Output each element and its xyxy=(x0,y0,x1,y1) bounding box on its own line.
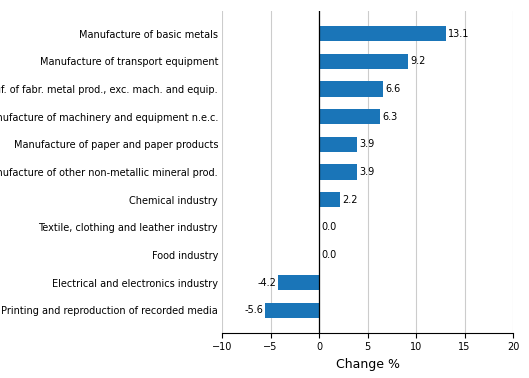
Bar xyxy=(319,81,383,96)
Text: 0.0: 0.0 xyxy=(321,222,336,232)
Bar xyxy=(319,109,380,124)
Bar xyxy=(278,275,319,290)
Text: 3.9: 3.9 xyxy=(359,139,374,149)
Bar xyxy=(319,54,408,69)
Text: 0.0: 0.0 xyxy=(321,250,336,260)
Bar xyxy=(319,192,341,207)
Text: 13.1: 13.1 xyxy=(448,29,470,39)
X-axis label: Change %: Change % xyxy=(336,358,399,371)
Bar xyxy=(319,26,446,41)
Text: 6.6: 6.6 xyxy=(385,84,400,94)
Bar xyxy=(319,137,357,152)
Text: 9.2: 9.2 xyxy=(411,56,426,66)
Bar xyxy=(265,303,319,318)
Text: 6.3: 6.3 xyxy=(382,112,397,122)
Text: 2.2: 2.2 xyxy=(342,195,358,204)
Text: -5.6: -5.6 xyxy=(244,305,263,315)
Bar xyxy=(319,164,357,180)
Text: -4.2: -4.2 xyxy=(258,278,277,288)
Text: 3.9: 3.9 xyxy=(359,167,374,177)
